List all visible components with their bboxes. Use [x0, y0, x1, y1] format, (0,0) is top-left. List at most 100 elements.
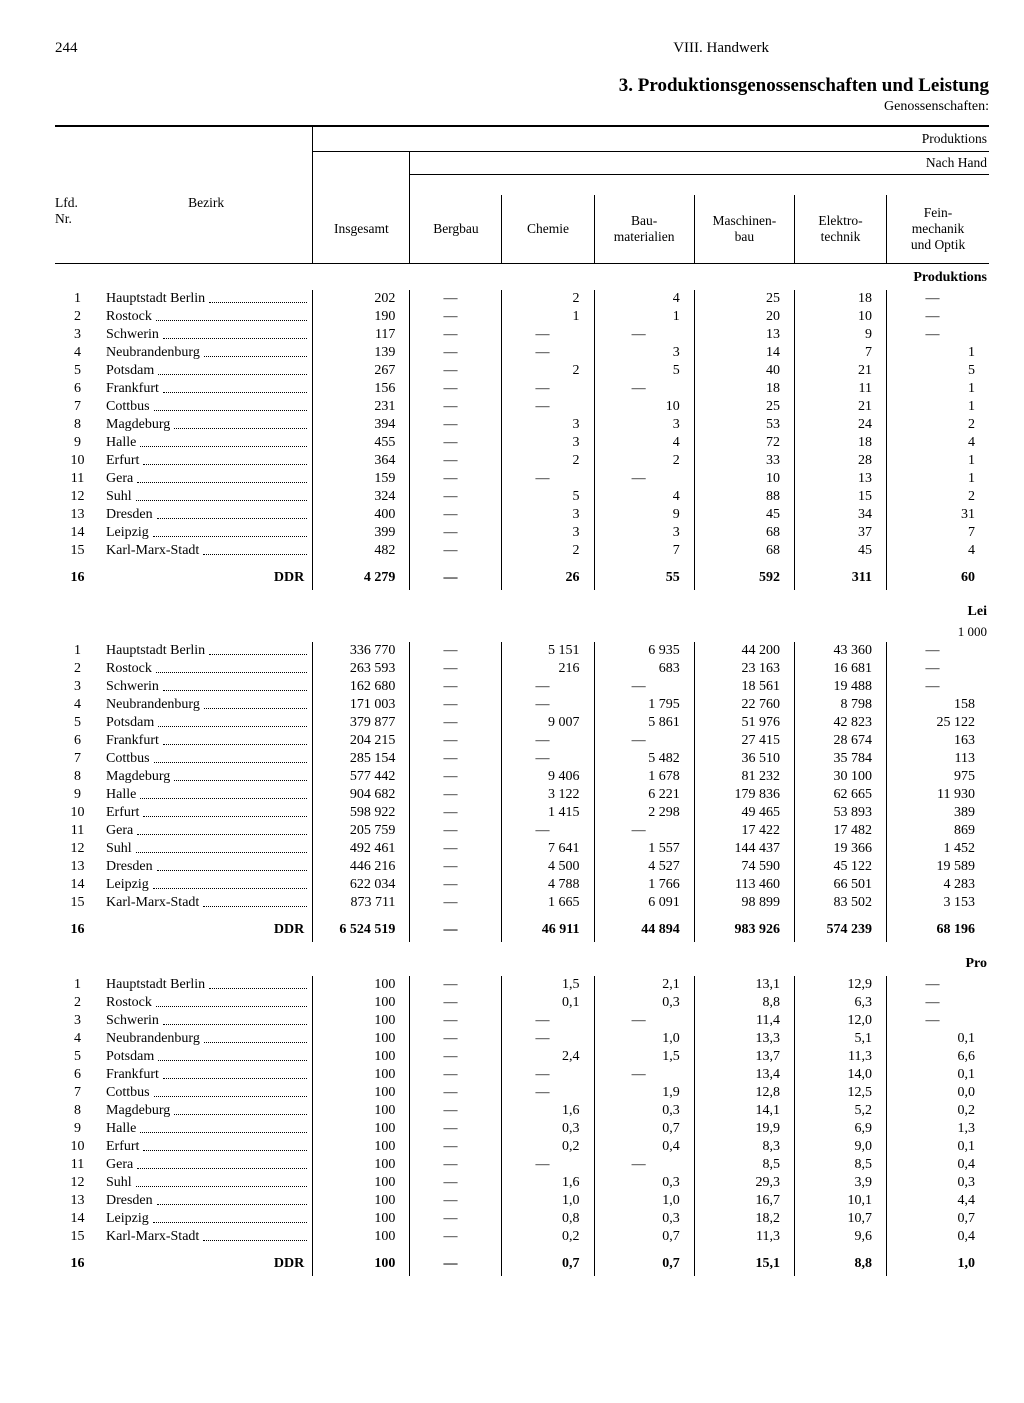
bezirk-cell: Dresden — [100, 506, 313, 524]
value-cell: — — [410, 894, 502, 912]
lfd-cell: 3 — [55, 326, 100, 344]
value-cell: — — [410, 750, 502, 768]
value-cell: 100 — [313, 1120, 410, 1138]
value-cell: 100 — [313, 1084, 410, 1102]
value-cell: 983 926 — [694, 912, 794, 942]
lfd-cell: 5 — [55, 1048, 100, 1066]
value-cell: 100 — [313, 1138, 410, 1156]
value-cell: 2 — [502, 290, 594, 308]
table-row: 5Potsdam379 877—9 0075 86151 97642 82325… — [55, 714, 989, 732]
bezirk-cell: DDR — [100, 1246, 313, 1276]
table-row: 4Neubrandenburg171 003——1 79522 7608 798… — [55, 696, 989, 714]
value-cell: — — [502, 1066, 594, 1084]
value-cell: 1,5 — [594, 1048, 694, 1066]
value-cell: — — [410, 434, 502, 452]
value-cell: 4 279 — [313, 560, 410, 590]
value-cell: 6,6 — [887, 1048, 989, 1066]
col-chemie: Chemie — [502, 195, 594, 264]
value-cell: 3 — [502, 434, 594, 452]
value-cell: 0,4 — [594, 1138, 694, 1156]
value-cell: 72 — [694, 434, 794, 452]
value-cell: 577 442 — [313, 768, 410, 786]
table-row: 8Magdeburg577 442—9 4061 67881 23230 100… — [55, 768, 989, 786]
lfd-cell: 16 — [55, 560, 100, 590]
lfd-cell: 3 — [55, 1012, 100, 1030]
hdr-nachhand: Nach Hand — [926, 155, 987, 170]
value-cell: 13 — [794, 470, 886, 488]
value-cell: 1 795 — [594, 696, 694, 714]
value-cell: 1,9 — [594, 1084, 694, 1102]
value-cell: 100 — [313, 1066, 410, 1084]
value-cell: 1 678 — [594, 768, 694, 786]
value-cell: 6,9 — [794, 1120, 886, 1138]
section-label: Lei — [55, 598, 989, 624]
value-cell: 5 151 — [502, 642, 594, 660]
bezirk-cell: Leipzig — [100, 1210, 313, 1228]
value-cell: 100 — [313, 1228, 410, 1246]
value-cell: 0,7 — [594, 1246, 694, 1276]
value-cell: 0,7 — [887, 1210, 989, 1228]
value-cell: 216 — [502, 660, 594, 678]
value-cell: 2,4 — [502, 1048, 594, 1066]
value-cell: 100 — [313, 1012, 410, 1030]
page-number: 244 — [55, 40, 78, 57]
value-cell: — — [410, 696, 502, 714]
value-cell: — — [410, 1138, 502, 1156]
value-cell: 100 — [313, 1192, 410, 1210]
bezirk-cell: Suhl — [100, 488, 313, 506]
lfd-cell: 7 — [55, 750, 100, 768]
value-cell: 14,0 — [794, 1066, 886, 1084]
value-cell: 8,5 — [694, 1156, 794, 1174]
value-cell: 68 — [694, 524, 794, 542]
value-cell: 1 452 — [887, 840, 989, 858]
bezirk-cell: Dresden — [100, 858, 313, 876]
bezirk-cell: Karl-Marx-Stadt — [100, 1228, 313, 1246]
table-row: 3Schwerin117———139— — [55, 326, 989, 344]
value-cell: 4 527 — [594, 858, 694, 876]
value-cell: 8 798 — [794, 696, 886, 714]
hdr-produktions: Produktions — [922, 131, 987, 146]
value-cell: 113 460 — [694, 876, 794, 894]
table-row: 15Karl-Marx-Stadt100—0,20,711,39,60,4 — [55, 1228, 989, 1246]
value-cell: 873 711 — [313, 894, 410, 912]
bezirk-cell: Leipzig — [100, 876, 313, 894]
value-cell: 12,8 — [694, 1084, 794, 1102]
lfd-cell: 16 — [55, 912, 100, 942]
table-row: 10Erfurt598 922—1 4152 29849 46553 89338… — [55, 804, 989, 822]
bezirk-cell: Hauptstadt Berlin — [100, 290, 313, 308]
value-cell: 44 894 — [594, 912, 694, 942]
value-cell: — — [410, 470, 502, 488]
value-cell: — — [594, 326, 694, 344]
value-cell: — — [410, 1228, 502, 1246]
table-row: 6Frankfurt156———18111 — [55, 380, 989, 398]
value-cell: 2 — [887, 488, 989, 506]
bezirk-cell: Hauptstadt Berlin — [100, 976, 313, 994]
lfd-cell: 1 — [55, 976, 100, 994]
value-cell: 5 — [594, 362, 694, 380]
bezirk-cell: Halle — [100, 786, 313, 804]
value-cell: 11 — [794, 380, 886, 398]
lfd-cell: 1 — [55, 290, 100, 308]
value-cell: 25 — [694, 398, 794, 416]
value-cell: 117 — [313, 326, 410, 344]
value-cell: 4 283 — [887, 876, 989, 894]
bezirk-cell: Potsdam — [100, 714, 313, 732]
lfd-cell: 5 — [55, 714, 100, 732]
bezirk-cell: Cottbus — [100, 398, 313, 416]
value-cell: 3 122 — [502, 786, 594, 804]
value-cell: 24 — [794, 416, 886, 434]
value-cell: 9 007 — [502, 714, 594, 732]
value-cell: 11,4 — [694, 1012, 794, 1030]
bezirk-cell: Suhl — [100, 1174, 313, 1192]
value-cell: 5 861 — [594, 714, 694, 732]
lfd-cell: 5 — [55, 362, 100, 380]
value-cell: 492 461 — [313, 840, 410, 858]
table-row: 8Magdeburg394—3353242 — [55, 416, 989, 434]
value-cell: 100 — [313, 976, 410, 994]
bezirk-cell: Rostock — [100, 994, 313, 1012]
value-cell: 231 — [313, 398, 410, 416]
value-cell: 26 — [502, 560, 594, 590]
value-cell: 88 — [694, 488, 794, 506]
col-bau: Bau- materialien — [594, 195, 694, 264]
bezirk-cell: Karl-Marx-Stadt — [100, 542, 313, 560]
